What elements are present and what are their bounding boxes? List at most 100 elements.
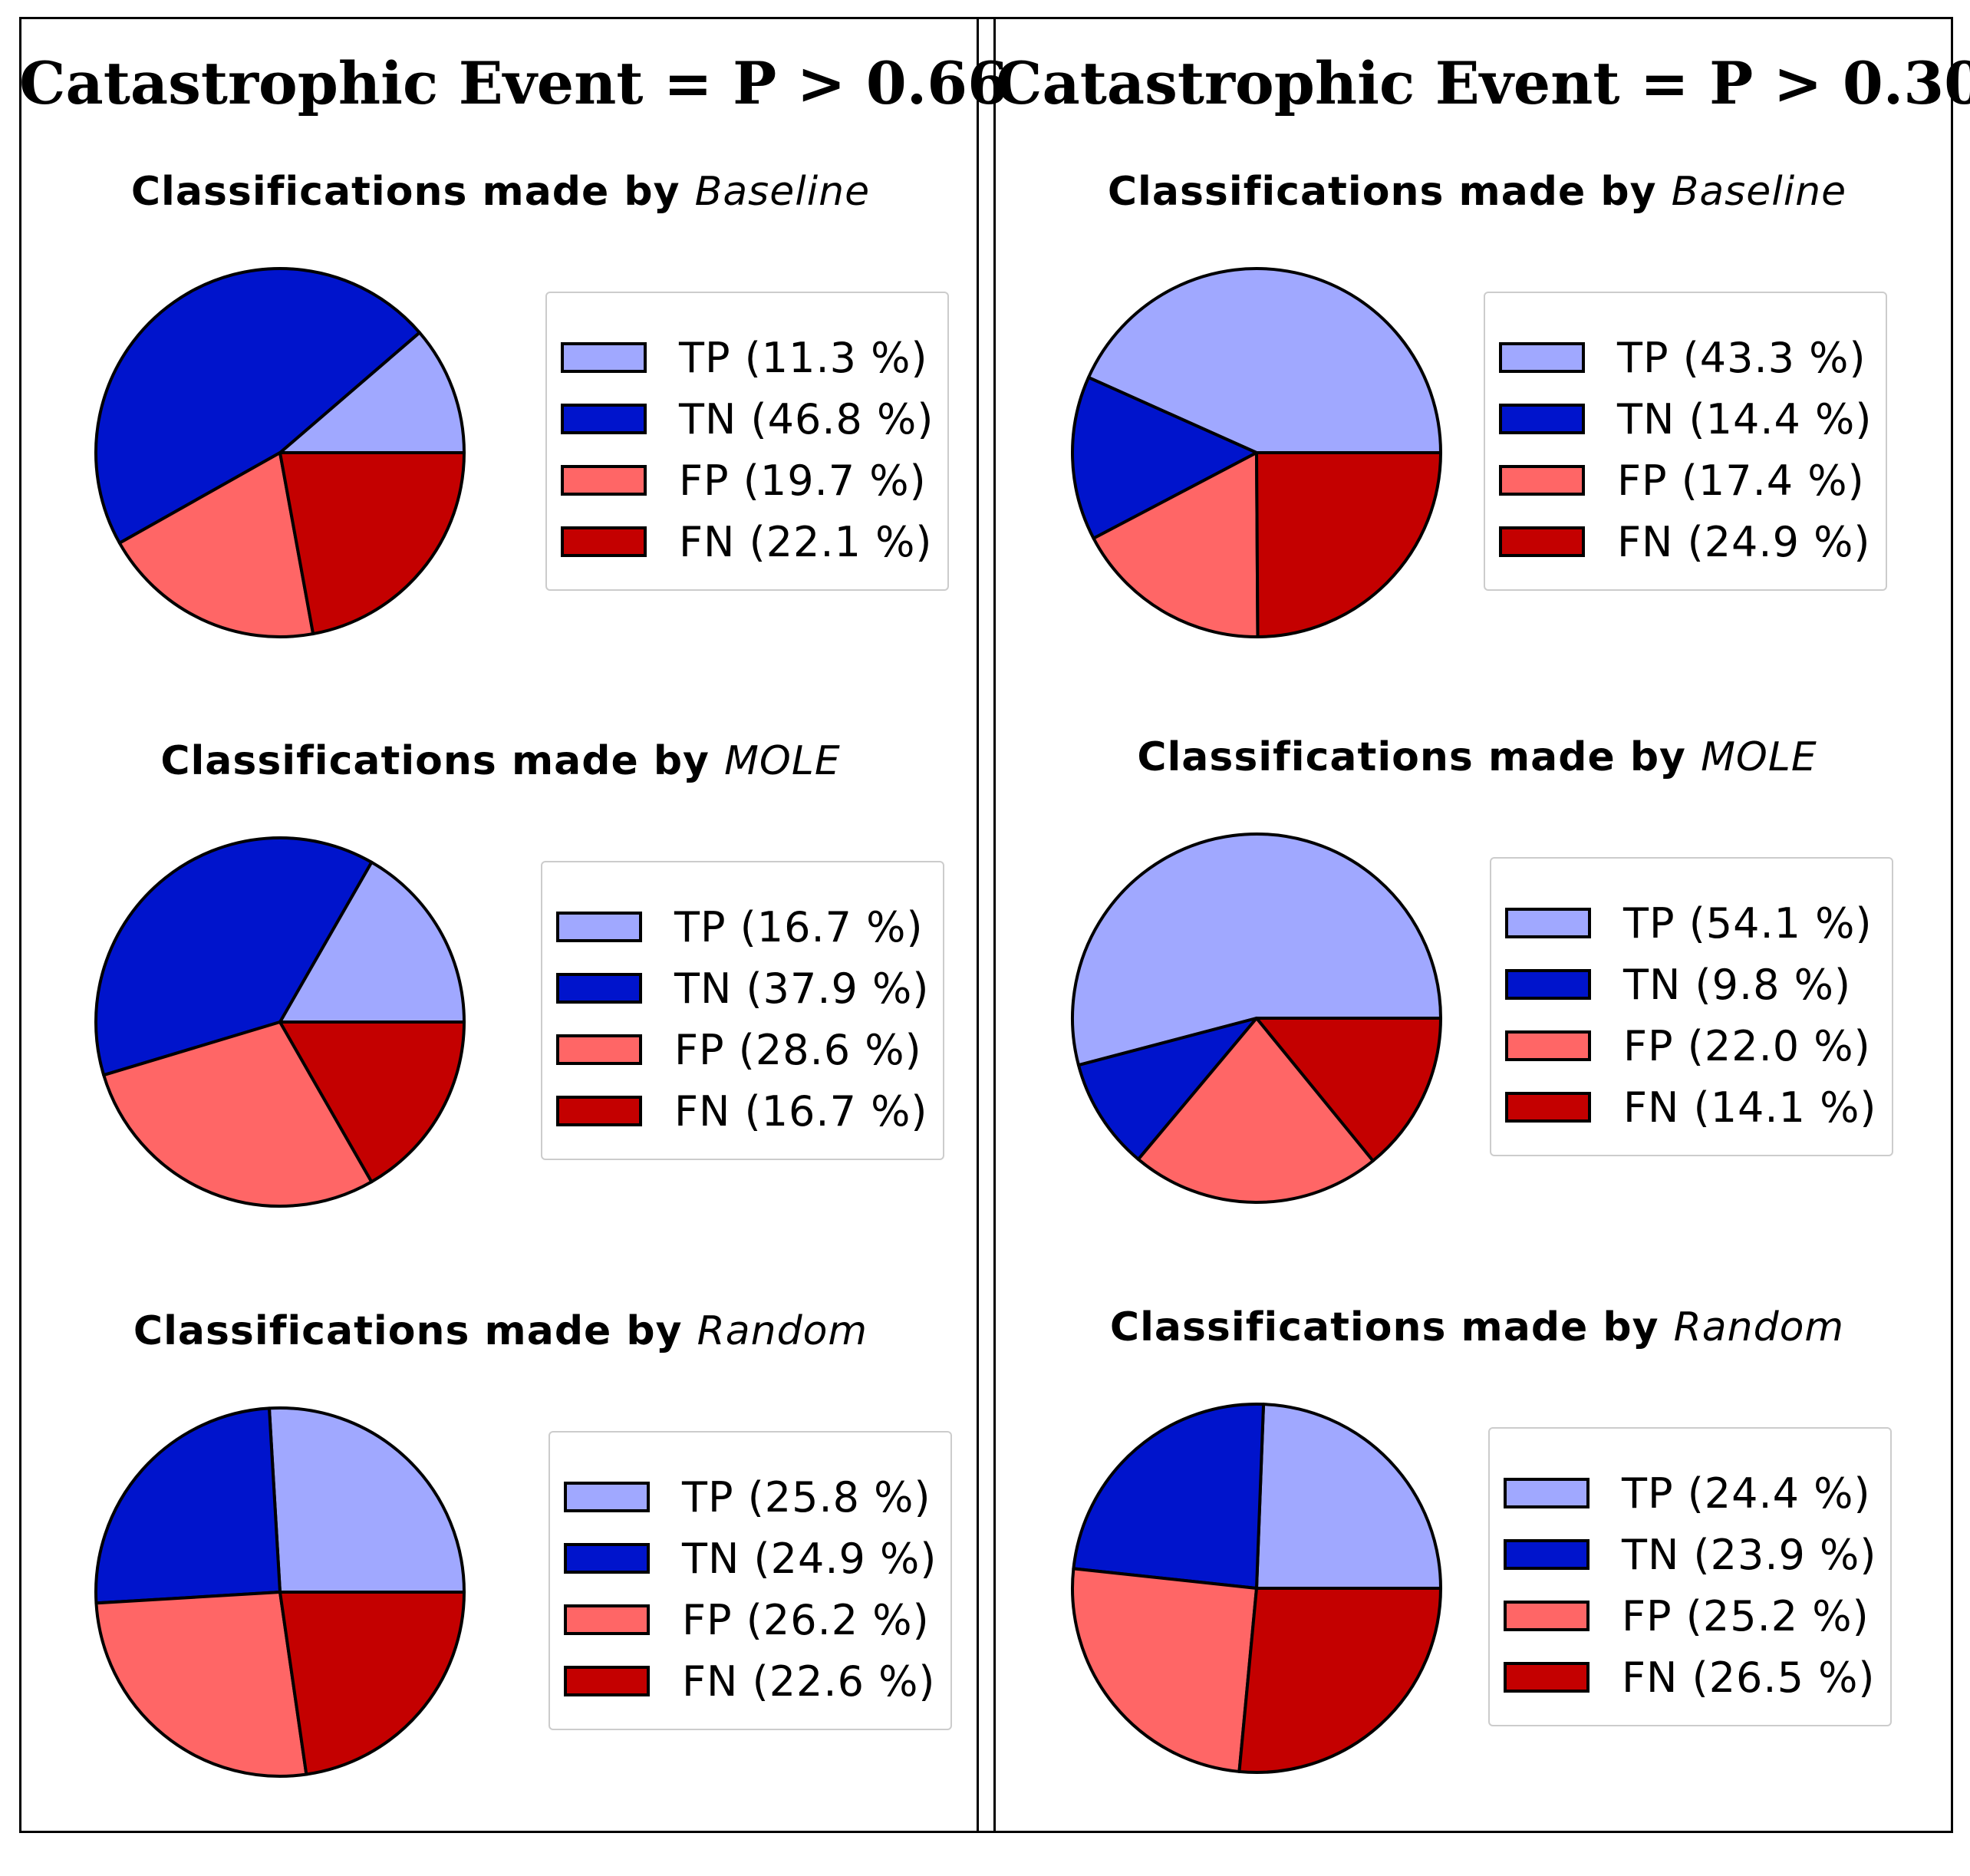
chart-baseline-p030: Classifications made by Baseline TP (43.… xyxy=(996,169,1958,737)
pie-slice-fn xyxy=(278,451,466,636)
legend-item-tp: TP (24.4 %) xyxy=(1504,1469,1871,1518)
legend-label-fp: FP (28.6 %) xyxy=(674,1025,922,1074)
legend-swatch-fp xyxy=(556,1034,642,1065)
legend: TP (16.7 %) TN (37.9 %) FP (28.6 %) FN (… xyxy=(541,861,944,1160)
pie-slice-tn xyxy=(94,1406,282,1605)
legend-label-fn: FN (26.5 %) xyxy=(1622,1653,1876,1702)
legend-label-tp: TP (24.4 %) xyxy=(1622,1469,1871,1518)
panel-divider-left xyxy=(977,17,979,1833)
chart-title-prefix: Classifications made by xyxy=(1107,169,1657,215)
pie-slice-fp xyxy=(1136,1017,1375,1204)
panel-p030: Catastrophic Event = P > 0.30 Classifica… xyxy=(996,17,1970,1833)
legend-item-fn: FN (14.1 %) xyxy=(1505,1083,1876,1132)
pie-slice-tp xyxy=(1071,832,1442,1067)
chart-title-prefix: Classifications made by xyxy=(160,738,710,784)
legend: TP (25.8 %) TN (24.9 %) FP (26.2 %) FN (… xyxy=(549,1431,952,1730)
legend-item-tn: TN (37.9 %) xyxy=(556,964,930,1013)
chart-title-prefix: Classifications made by xyxy=(133,1308,683,1354)
chart-title: Classifications made by Random xyxy=(996,1304,1958,1350)
legend: TP (24.4 %) TN (23.9 %) FP (25.2 %) FN (… xyxy=(1488,1427,1892,1726)
legend-item-fn: FN (16.7 %) xyxy=(556,1086,928,1136)
legend-swatch-tp xyxy=(561,342,647,373)
chart-mole-p066: Classifications made by MOLE TP (16.7 %)… xyxy=(19,738,982,1306)
pie-slice-tn xyxy=(1076,1017,1258,1161)
chart-title: Classifications made by Random xyxy=(19,1308,982,1354)
chart-random-p030: Classifications made by Random TP (24.4 … xyxy=(996,1304,1958,1872)
chart-title: Classifications made by MOLE xyxy=(19,738,982,784)
chart-title-prefix: Classifications made by xyxy=(130,169,680,215)
legend-label-tp: TP (54.1 %) xyxy=(1623,898,1873,948)
legend-swatch-fn xyxy=(1504,1662,1590,1693)
legend-item-tn: TN (9.8 %) xyxy=(1505,961,1851,1009)
pie-slice-fn xyxy=(278,1591,466,1776)
legend-swatch-fn xyxy=(556,1096,642,1126)
pie-slice-fp xyxy=(117,451,315,638)
legend-label-fn: FN (24.9 %) xyxy=(1617,517,1871,566)
figure-frame xyxy=(19,17,1953,1833)
legend-swatch-fp xyxy=(1505,1030,1591,1061)
pie-chart xyxy=(1071,832,1442,1204)
legend-item-tp: TP (54.1 %) xyxy=(1505,898,1873,948)
legend-swatch-fp xyxy=(1499,465,1585,496)
legend-label-tn: TN (14.4 %) xyxy=(1617,394,1873,443)
panel-title: Catastrophic Event = P > 0.30 xyxy=(996,49,1970,117)
chart-title-model: Random xyxy=(1673,1304,1845,1350)
legend-item-fn: FN (26.5 %) xyxy=(1504,1653,1876,1702)
chart-title: Classifications made by Baseline xyxy=(996,169,1958,215)
legend-label-fn: FN (16.7 %) xyxy=(674,1086,928,1136)
legend-swatch-fp xyxy=(564,1604,650,1635)
legend-swatch-tn xyxy=(1505,969,1591,1000)
chart-random-p066: Classifications made by Random TP (25.8 … xyxy=(19,1308,982,1876)
legend-swatch-fn xyxy=(561,526,647,557)
panel-divider-right xyxy=(993,17,996,1833)
legend-item-fp: FP (22.0 %) xyxy=(1505,1022,1871,1070)
pie-slice-fp xyxy=(102,1020,374,1208)
chart-title-model: MOLE xyxy=(724,738,841,784)
legend-label-fp: FP (26.2 %) xyxy=(682,1595,930,1644)
legend-label-fp: FP (17.4 %) xyxy=(1617,456,1865,505)
legend-label-fn: FN (22.6 %) xyxy=(682,1657,936,1706)
legend-swatch-fn xyxy=(564,1666,650,1696)
legend-label-tp: TP (43.3 %) xyxy=(1617,333,1866,382)
pie-slice-fp xyxy=(1092,451,1260,638)
legend-swatch-tp xyxy=(556,912,642,942)
legend-item-fp: FP (28.6 %) xyxy=(556,1025,922,1074)
legend-item-tn: TN (46.8 %) xyxy=(561,395,934,443)
legend-item-tn: TN (23.9 %) xyxy=(1504,1531,1876,1579)
pie-chart xyxy=(1071,267,1442,638)
legend-item-fn: FN (22.1 %) xyxy=(561,518,932,566)
legend-swatch-tn xyxy=(1499,404,1585,434)
chart-title-model: Baseline xyxy=(694,169,871,215)
legend: TP (43.3 %) TN (14.4 %) FP (17.4 %) FN (… xyxy=(1484,292,1887,591)
legend: TP (11.3 %) TN (46.8 %) FP (19.7 %) FN (… xyxy=(545,292,949,591)
pie-slice-tn xyxy=(1071,375,1258,540)
legend-item-tp: TP (16.7 %) xyxy=(556,903,924,951)
pie-slice-tp xyxy=(278,860,466,1024)
pie-slice-tn xyxy=(1072,1403,1266,1590)
pie-chart xyxy=(94,1406,466,1778)
chart-mole-p030: Classifications made by MOLE TP (54.1 %)… xyxy=(996,734,1958,1302)
legend-swatch-tp xyxy=(1504,1478,1590,1508)
legend-item-fn: FN (22.6 %) xyxy=(564,1657,936,1706)
legend-item-tn: TN (14.4 %) xyxy=(1499,394,1873,443)
pie-slice-fp xyxy=(94,1591,308,1778)
pie-slice-tp xyxy=(278,331,466,454)
chart-title-prefix: Classifications made by xyxy=(1137,734,1686,780)
pie-slice-tn xyxy=(94,836,374,1077)
legend-swatch-tn xyxy=(556,973,642,1004)
legend-swatch-tn xyxy=(1504,1539,1590,1570)
legend-item-tn: TN (24.9 %) xyxy=(564,1535,937,1583)
legend-label-tn: TN (37.9 %) xyxy=(674,964,930,1013)
pie-slice-tp xyxy=(267,1406,466,1594)
legend-label-tp: TP (11.3 %) xyxy=(679,333,928,382)
legend-swatch-fp xyxy=(561,465,647,496)
legend-swatch-tp xyxy=(564,1482,650,1512)
legend-item-tp: TP (11.3 %) xyxy=(561,333,928,382)
legend-label-tp: TP (25.8 %) xyxy=(682,1472,931,1522)
pie-chart xyxy=(94,836,466,1208)
legend-swatch-tn xyxy=(561,404,647,434)
legend-swatch-tn xyxy=(564,1543,650,1574)
chart-title-model: MOLE xyxy=(1701,734,1817,780)
pie-chart xyxy=(1071,1403,1442,1774)
legend-swatch-tp xyxy=(1499,342,1585,373)
